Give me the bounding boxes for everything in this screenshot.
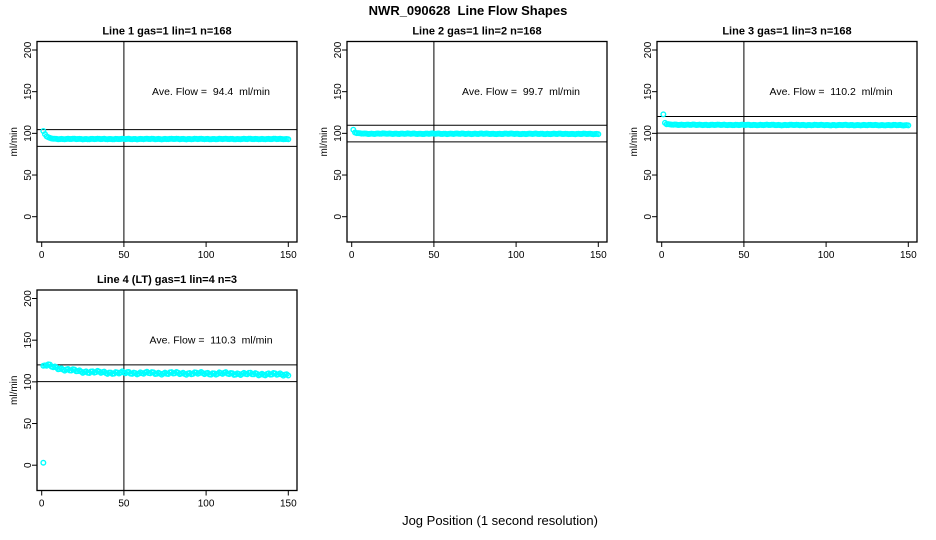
y-tick-label: 150 (23, 331, 34, 348)
x-tick-label: 100 (508, 250, 525, 261)
y-tick-label: 100 (643, 125, 654, 142)
y-axis-title: ml/min (629, 127, 640, 156)
x-tick-label: 150 (280, 250, 297, 261)
ave-flow-annotation: Ave. Flow = 94.4 ml/min (152, 86, 270, 98)
x-tick-label: 50 (118, 250, 130, 261)
y-tick-label: 0 (23, 213, 34, 219)
y-axis-title: ml/min (9, 376, 20, 405)
data-points (350, 126, 602, 138)
data-points (40, 361, 292, 466)
x-tick-label: 150 (900, 250, 917, 261)
panel-line-1: 0 50 100 150 0 50 100 150 200 ml/min Line 1 gas=1 … (9, 26, 298, 261)
x-tick-label: 50 (428, 250, 440, 261)
data-point (285, 136, 292, 143)
panel-line-2: 0 50 100 150 0 50 100 150 200 ml/min Line 2 gas=1 … (319, 26, 608, 261)
x-tick-label: 50 (738, 250, 750, 261)
y-tick-label: 150 (333, 83, 344, 100)
y-tick-label: 150 (23, 83, 34, 100)
x-tick-label: 0 (39, 250, 45, 261)
y-axis-title: ml/min (9, 127, 20, 156)
panel-title: Line 3 gas=1 lin=3 n=168 (722, 26, 851, 38)
x-tick-label: 100 (818, 250, 835, 261)
x-tick-label: 150 (590, 250, 607, 261)
y-tick-label: 0 (333, 213, 344, 219)
y-tick-label: 100 (23, 373, 34, 390)
x-tick-label: 0 (349, 250, 355, 261)
y-axis-title: ml/min (319, 127, 330, 156)
data-point (905, 122, 912, 129)
ave-flow-annotation: Ave. Flow = 99.7 ml/min (462, 86, 580, 98)
x-axis-label: Jog Position (1 second resolution) (402, 513, 598, 528)
data-point (285, 372, 292, 379)
y-tick-label: 50 (23, 169, 34, 181)
ave-flow-annotation: Ave. Flow = 110.3 ml/min (150, 335, 273, 347)
panel-title: Line 1 gas=1 lin=1 n=168 (102, 26, 231, 38)
x-tick-label: 0 (659, 250, 665, 261)
y-tick-label: 200 (333, 41, 344, 58)
x-tick-label: 150 (280, 499, 297, 510)
y-tick-label: 0 (643, 213, 654, 219)
data-point (660, 111, 667, 118)
x-tick-label: 100 (198, 250, 215, 261)
panel-title: Line 4 (LT) gas=1 lin=4 n=3 (97, 274, 237, 286)
y-tick-label: 200 (643, 41, 654, 58)
data-points (40, 128, 292, 143)
x-tick-label: 0 (39, 499, 45, 510)
outlier-point (40, 459, 47, 466)
y-tick-label: 200 (23, 290, 34, 307)
panel-line-4: 0 50 100 150 0 50 100 150 200 ml/min Line 4 (LT) g… (9, 274, 298, 510)
x-tick-label: 100 (198, 499, 215, 510)
panel-box (36, 40, 298, 243)
data-points (660, 111, 912, 129)
y-tick-label: 0 (23, 462, 34, 468)
y-tick-label: 50 (23, 418, 34, 430)
panel-box (656, 40, 918, 243)
y-tick-label: 150 (643, 83, 654, 100)
ave-flow-annotation: Ave. Flow = 110.2 ml/min (770, 86, 893, 98)
x-tick-label: 50 (118, 499, 130, 510)
y-tick-label: 50 (333, 169, 344, 181)
panel-title: Line 2 gas=1 lin=2 n=168 (412, 26, 541, 38)
figure-title: NWR_090628 Line Flow Shapes (368, 3, 568, 18)
y-tick-label: 50 (643, 169, 654, 181)
panel-box (36, 289, 298, 492)
data-point (595, 131, 602, 138)
y-tick-label: 100 (23, 125, 34, 142)
panel-line-3: 0 50 100 150 0 50 100 150 200 ml/min Line 3 gas=1 … (629, 26, 918, 261)
y-tick-label: 200 (23, 41, 34, 58)
y-tick-label: 100 (333, 125, 344, 142)
